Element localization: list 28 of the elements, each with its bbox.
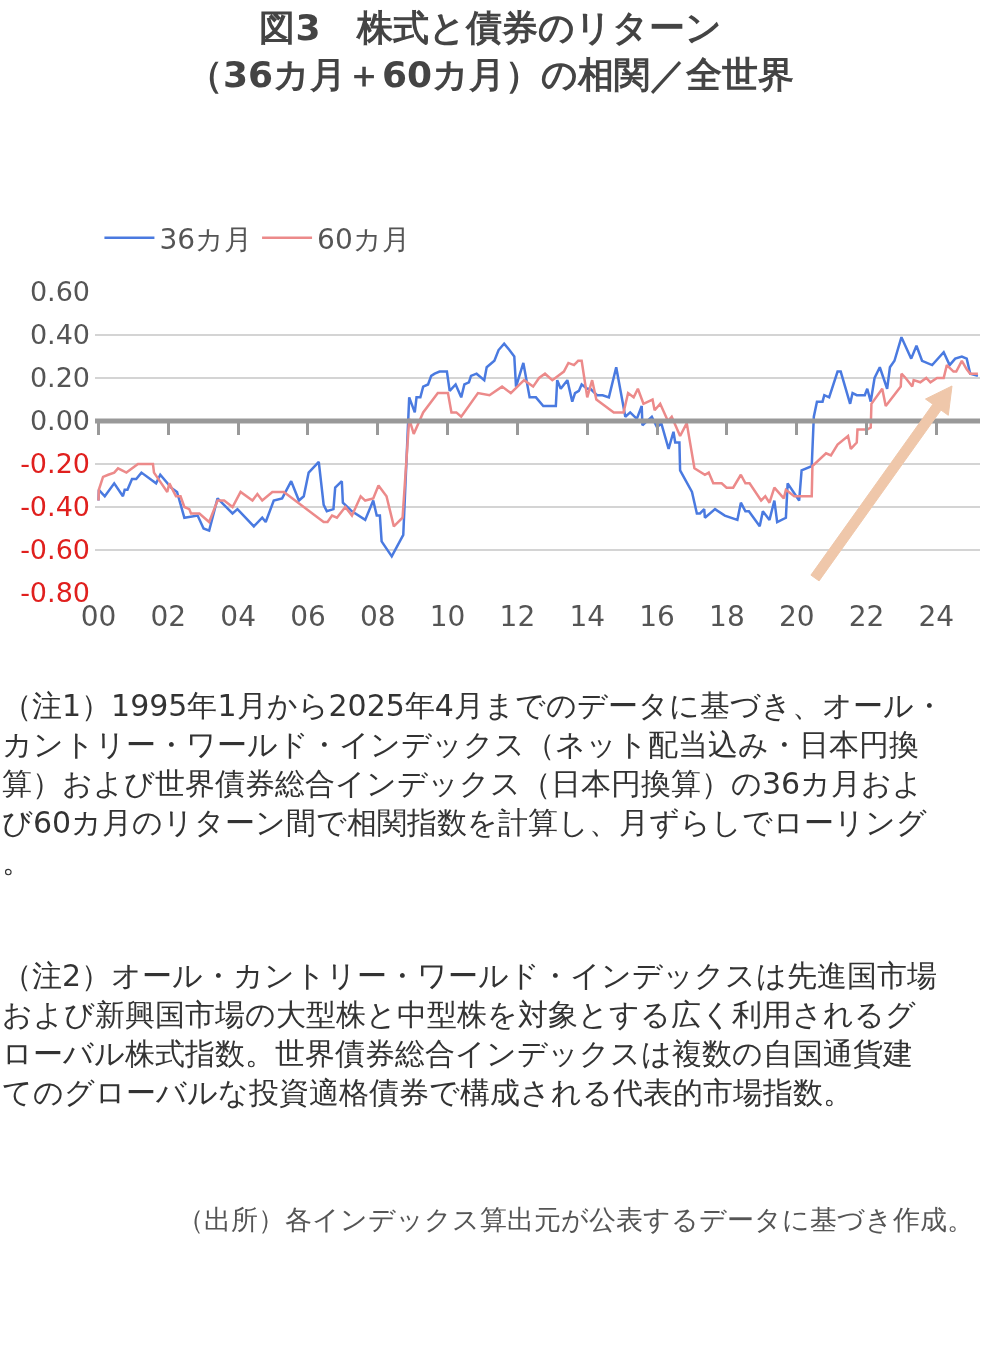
line-series: [97, 335, 980, 558]
x-tick-label: 22: [848, 600, 885, 633]
x-tick-label: 24: [918, 600, 955, 633]
x-tick-label: 04: [220, 600, 256, 633]
legend-label: 60カ月: [317, 222, 410, 256]
y-tick-label: 0.40: [29, 319, 90, 351]
x-tick-label: 12: [499, 600, 536, 633]
line-series: [97, 359, 980, 528]
x-tick-label: 06: [290, 600, 326, 633]
legend-label: 36カ月: [159, 222, 253, 256]
chart-title: 図3 株式と債券のリターン: [259, 7, 722, 48]
x-tick-label: 08: [359, 600, 396, 633]
y-tick-label: -0.20: [20, 448, 90, 480]
text: （注2）オール・カントリー・ワールド・インデックスは先進国市場および新興国市場の大型株と中型株を対象とする広く利用されるグローバル株式指数。世界債券総合インデックスは複数の自国通貨建てのグローバルな投資適格債券で構成される代表的市場指数。: [2, 958, 938, 1110]
x-tick-label: 18: [709, 600, 745, 633]
y-tick-label: -0.60: [20, 534, 90, 566]
x-tick-label: 16: [639, 600, 675, 633]
x-tick-label: 20: [778, 600, 815, 633]
x-tick-label: 02: [150, 600, 187, 633]
x-tick-label: 10: [429, 600, 466, 633]
y-tick-label: 0.60: [29, 276, 90, 308]
x-tick-label: 14: [569, 600, 606, 633]
y-tick-label: 0.00: [29, 405, 90, 437]
y-tick-label: -0.40: [20, 491, 90, 523]
y-tick-label: 0.20: [29, 362, 90, 394]
text: （注1）1995年1月から2025年4月までのデータに基づき、オール・カントリー・ワールド・インデックス（ネット配当込み・日本円換算）および世界債券総合インデックス（日本円換算）の36カ月および60カ月のリターン間で相関指数を計算し、月ずらしでローリング。: [2, 688, 944, 879]
chart-subtitle: （36カ月＋60カ月）の相関／全世界: [186, 53, 795, 95]
text: （出所）各インデックス算出元が公表するデータに基づき作成。: [177, 1204, 974, 1235]
